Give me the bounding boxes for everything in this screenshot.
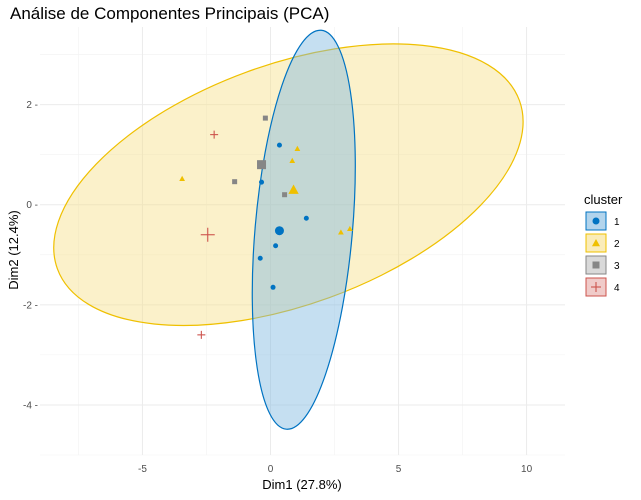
point-cluster-2	[289, 157, 296, 163]
point-cluster-2	[294, 145, 301, 151]
chart-title: Análise de Componentes Principais (PCA)	[10, 4, 329, 23]
y-axis-title: Dim2 (12.4%)	[6, 210, 21, 289]
x-axis-title: Dim1 (27.8%)	[262, 477, 341, 492]
center-cluster-2	[288, 184, 299, 194]
ellipse-cluster-2	[53, 43, 524, 327]
point-cluster-2	[347, 225, 353, 232]
legend-label: 2	[614, 239, 620, 250]
grid	[40, 27, 565, 456]
x-tick-label: 0	[268, 464, 274, 475]
point-cluster-1	[276, 142, 282, 148]
y-axis: 2 - 0 - -2 - -4 -	[23, 100, 38, 411]
point-cluster-4	[197, 330, 206, 339]
ellipse-cluster-1	[251, 29, 356, 430]
x-axis: -5 0 5 10	[138, 464, 533, 475]
point-cluster-1	[303, 215, 309, 221]
legend: 1 2 3 4	[585, 211, 620, 297]
legend-label: 4	[614, 283, 620, 294]
legend-title: cluster	[584, 192, 623, 207]
points	[179, 115, 353, 339]
x-tick-label: 5	[396, 464, 402, 475]
point-cluster-4	[210, 130, 219, 139]
legend-marker-2	[591, 238, 601, 247]
point-cluster-1	[273, 243, 279, 249]
y-tick-label: 2 -	[26, 100, 38, 111]
legend-marker-1	[592, 217, 600, 225]
point-cluster-2	[338, 229, 344, 235]
point-cluster-1	[257, 255, 263, 261]
ellipses	[53, 29, 524, 430]
point-cluster-2	[179, 175, 186, 181]
y-tick-label: 0 -	[26, 200, 38, 211]
x-tick-label: 10	[521, 464, 533, 475]
center-cluster-1	[274, 226, 284, 236]
point-cluster-3	[282, 192, 288, 198]
center-cluster-3	[257, 160, 267, 170]
y-tick-label: -2 -	[23, 300, 38, 311]
y-tick-label: -4 -	[23, 400, 38, 411]
point-cluster-3	[232, 179, 238, 185]
x-tick-label: -5	[138, 464, 147, 475]
legend-label: 3	[614, 261, 620, 272]
center-cluster-4	[200, 227, 215, 242]
point-cluster-1	[259, 179, 265, 185]
point-cluster-3	[262, 115, 268, 121]
legend-marker-4	[591, 282, 601, 292]
legend-marker-3	[592, 261, 600, 269]
legend-label: 1	[614, 217, 620, 228]
point-cluster-1	[270, 284, 276, 290]
